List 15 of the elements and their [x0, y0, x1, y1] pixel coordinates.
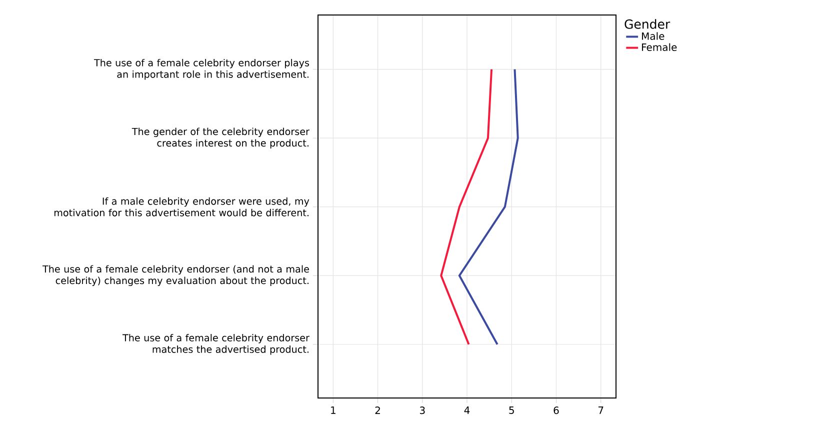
x-tick-label: 2 — [375, 406, 380, 414]
x-tick-label: 6 — [554, 406, 559, 414]
x-tick-label: 1 — [331, 406, 336, 414]
legend-label: Male — [642, 32, 664, 40]
x-tick-label: 3 — [420, 406, 425, 414]
y-tick-label: The gender of the celebrity endorser creates interest on the product. — [132, 128, 310, 148]
y-tick-label: The use of a female celebrity endorser (and not a male celebrity) changes my evaluation about the product. — [42, 265, 309, 286]
x-tick-label: 7 — [598, 406, 604, 414]
y-tick-label: The use of a female celebrity endorser matches the advertised product. — [122, 334, 310, 355]
x-tick-label: 4 — [464, 406, 470, 414]
legend-title: Gender — [624, 19, 670, 29]
y-tick-label: If a male celebrity endorser were used, my motivation for this advertisement would be different. — [54, 197, 310, 216]
y-tick-label: The use of a female celebrity endorser plays an important role in this advertisement. — [94, 58, 310, 80]
legend-label: Female — [642, 43, 677, 51]
x-tick-label: 5 — [509, 406, 514, 414]
